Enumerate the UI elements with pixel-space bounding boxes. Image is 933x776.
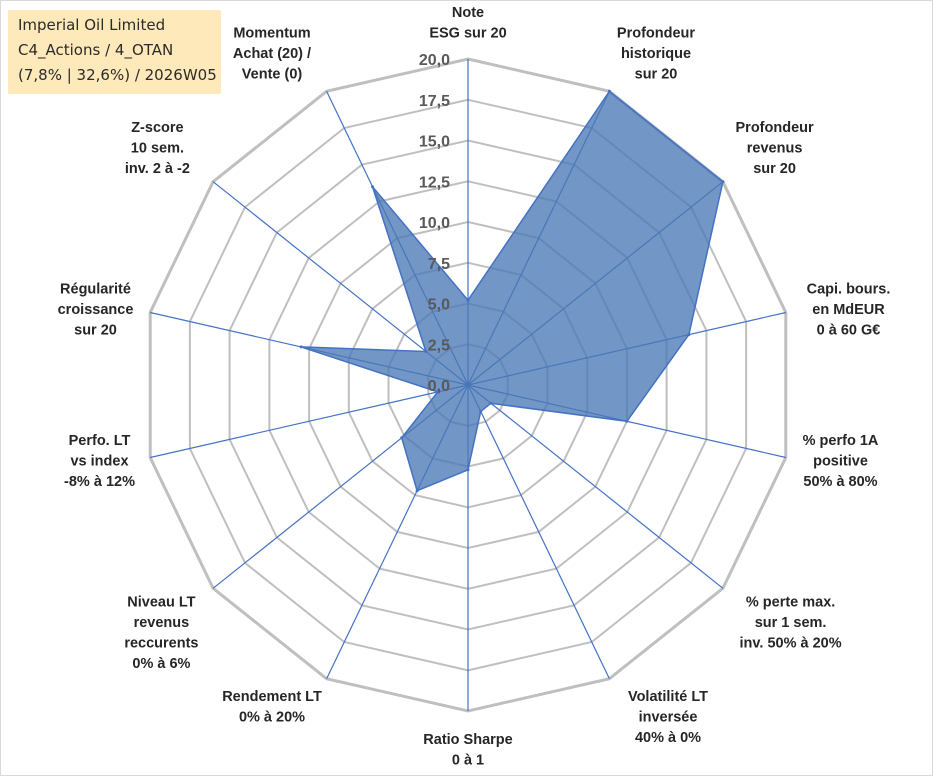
axis-label-line: 50% à 80% xyxy=(803,474,877,490)
tick-label: 2,5 xyxy=(428,337,450,354)
data-point xyxy=(371,185,374,189)
tick-label: 15,0 xyxy=(419,134,450,151)
axis-label-line: Vente (0) xyxy=(242,66,303,82)
axis-label: Profondeur revenus sur 20 xyxy=(736,120,814,177)
axis-label-line: Profondeur xyxy=(736,120,814,136)
axis-label-line: Note xyxy=(452,5,484,21)
axis-label: Momentum Achat (20) / Vente (0) xyxy=(233,25,311,82)
performance-period: (7,8% | 32,6%) / 2026W05 xyxy=(18,66,217,84)
axis-label-line: croissance xyxy=(58,302,134,318)
axis-spoke xyxy=(467,384,610,679)
data-point xyxy=(424,350,428,353)
axis-label-line: Perfo. LT xyxy=(69,433,131,449)
axis-labels: Note ESG sur 20 Profondeur historique sur 20… xyxy=(58,5,891,769)
axis-label-line: en MdEUR xyxy=(812,302,885,318)
tick-label: 5,0 xyxy=(428,297,450,314)
axis-label-line: % perfo 1A xyxy=(803,433,879,449)
axis-label-line: vs index xyxy=(70,454,128,470)
radial-tick-labels: 0,0 2,5 5,0 7,5 10,0 12,5 15,0 17,5 20,0 xyxy=(419,52,450,395)
axis-label-line: reccurents xyxy=(124,636,198,652)
data-point xyxy=(466,468,470,472)
axis-label-line: revenus xyxy=(134,615,190,631)
axis-label: Z-score 10 sem. inv. 2 à -2 xyxy=(125,120,190,177)
data-point xyxy=(687,333,691,337)
axis-label-line: inv. 2 à -2 xyxy=(125,161,190,177)
axis-label-line: positive xyxy=(813,454,868,470)
data-point xyxy=(607,89,611,93)
company-name: Imperial Oil Limited xyxy=(18,16,166,34)
axis-label: Régularité croissance sur 20 xyxy=(58,281,134,338)
axis-label: Volatilité LT inversée 40% à 0% xyxy=(628,689,708,746)
axis-label-line: 0% à 6% xyxy=(132,656,190,672)
axis-label-line: Achat (20) / xyxy=(233,46,311,62)
axis-label-line: 0% à 20% xyxy=(239,710,305,726)
data-point xyxy=(489,401,493,405)
data-point xyxy=(625,419,629,423)
data-point xyxy=(299,345,303,349)
axis-label: Niveau LT revenus reccurents 0% à 6% xyxy=(124,595,198,673)
axis-label: Ratio Sharpe 0 à 1 xyxy=(423,732,512,769)
tick-label: 10,0 xyxy=(419,215,450,232)
portfolio-category: C4_Actions / 4_OTAN xyxy=(18,41,174,59)
radar-series xyxy=(299,89,725,493)
axis-label-line: 10 sem. xyxy=(131,140,184,156)
axis-label-line: Régularité xyxy=(60,281,131,297)
axis-label-line: Z-score xyxy=(131,120,183,136)
axis-label: Note ESG sur 20 xyxy=(429,5,506,42)
data-point xyxy=(400,436,404,440)
axis-label-line: Profondeur xyxy=(617,25,695,41)
axis-label-line: Rendement LT xyxy=(222,689,322,705)
tick-label: 7,5 xyxy=(428,256,450,273)
data-point xyxy=(466,298,470,302)
axis-label-line: -8% à 12% xyxy=(64,474,135,490)
axis-label: Profondeur historique sur 20 xyxy=(617,25,695,82)
axis-label: Capi. bours. en MdEUR 0 à 60 G€ xyxy=(807,281,891,338)
tick-label: 0,0 xyxy=(428,378,450,395)
axis-label-line: 0 à 1 xyxy=(452,753,484,769)
axis-label-line: Ratio Sharpe xyxy=(423,732,512,748)
tick-label: 20,0 xyxy=(419,52,450,69)
axis-label-line: revenus xyxy=(747,140,803,156)
axis-label-line: sur 1 sem. xyxy=(755,615,827,631)
axis-label: Rendement LT 0% à 20% xyxy=(222,689,322,726)
axis-label-line: 0 à 60 G€ xyxy=(817,322,881,338)
info-box: Imperial Oil Limited C4_Actions / 4_OTAN… xyxy=(8,10,221,94)
data-point xyxy=(415,489,419,493)
axis-label-line: inversée xyxy=(639,710,698,726)
data-point xyxy=(436,390,440,394)
axis-label-line: Capi. bours. xyxy=(807,281,891,297)
data-point xyxy=(721,180,725,184)
axis-label-line: sur 20 xyxy=(635,66,678,82)
axis-label-line: Volatilité LT xyxy=(628,689,708,705)
axis-spoke xyxy=(467,384,724,589)
tick-label: 17,5 xyxy=(419,93,450,110)
axis-label-line: % perte max. xyxy=(746,595,835,611)
axis-label-line: sur 20 xyxy=(753,161,796,177)
axis-label-line: historique xyxy=(621,46,691,62)
axis-spoke xyxy=(150,384,469,459)
axis-label: % perfo 1A positive 50% à 80% xyxy=(803,433,879,490)
axis-label: Perfo. LT vs index -8% à 12% xyxy=(64,433,135,490)
axis-label-line: ESG sur 20 xyxy=(429,26,506,42)
axis-label-line: inv. 50% à 20% xyxy=(740,636,842,652)
axis-label-line: Momentum xyxy=(233,25,310,41)
data-point xyxy=(479,409,483,413)
axis-label-line: 40% à 0% xyxy=(635,730,701,746)
axis-label-line: Niveau LT xyxy=(127,595,195,611)
axis-label: % perte max. sur 1 sem. inv. 50% à 20% xyxy=(740,595,842,652)
tick-label: 12,5 xyxy=(419,174,450,191)
axis-label-line: sur 20 xyxy=(74,322,117,338)
